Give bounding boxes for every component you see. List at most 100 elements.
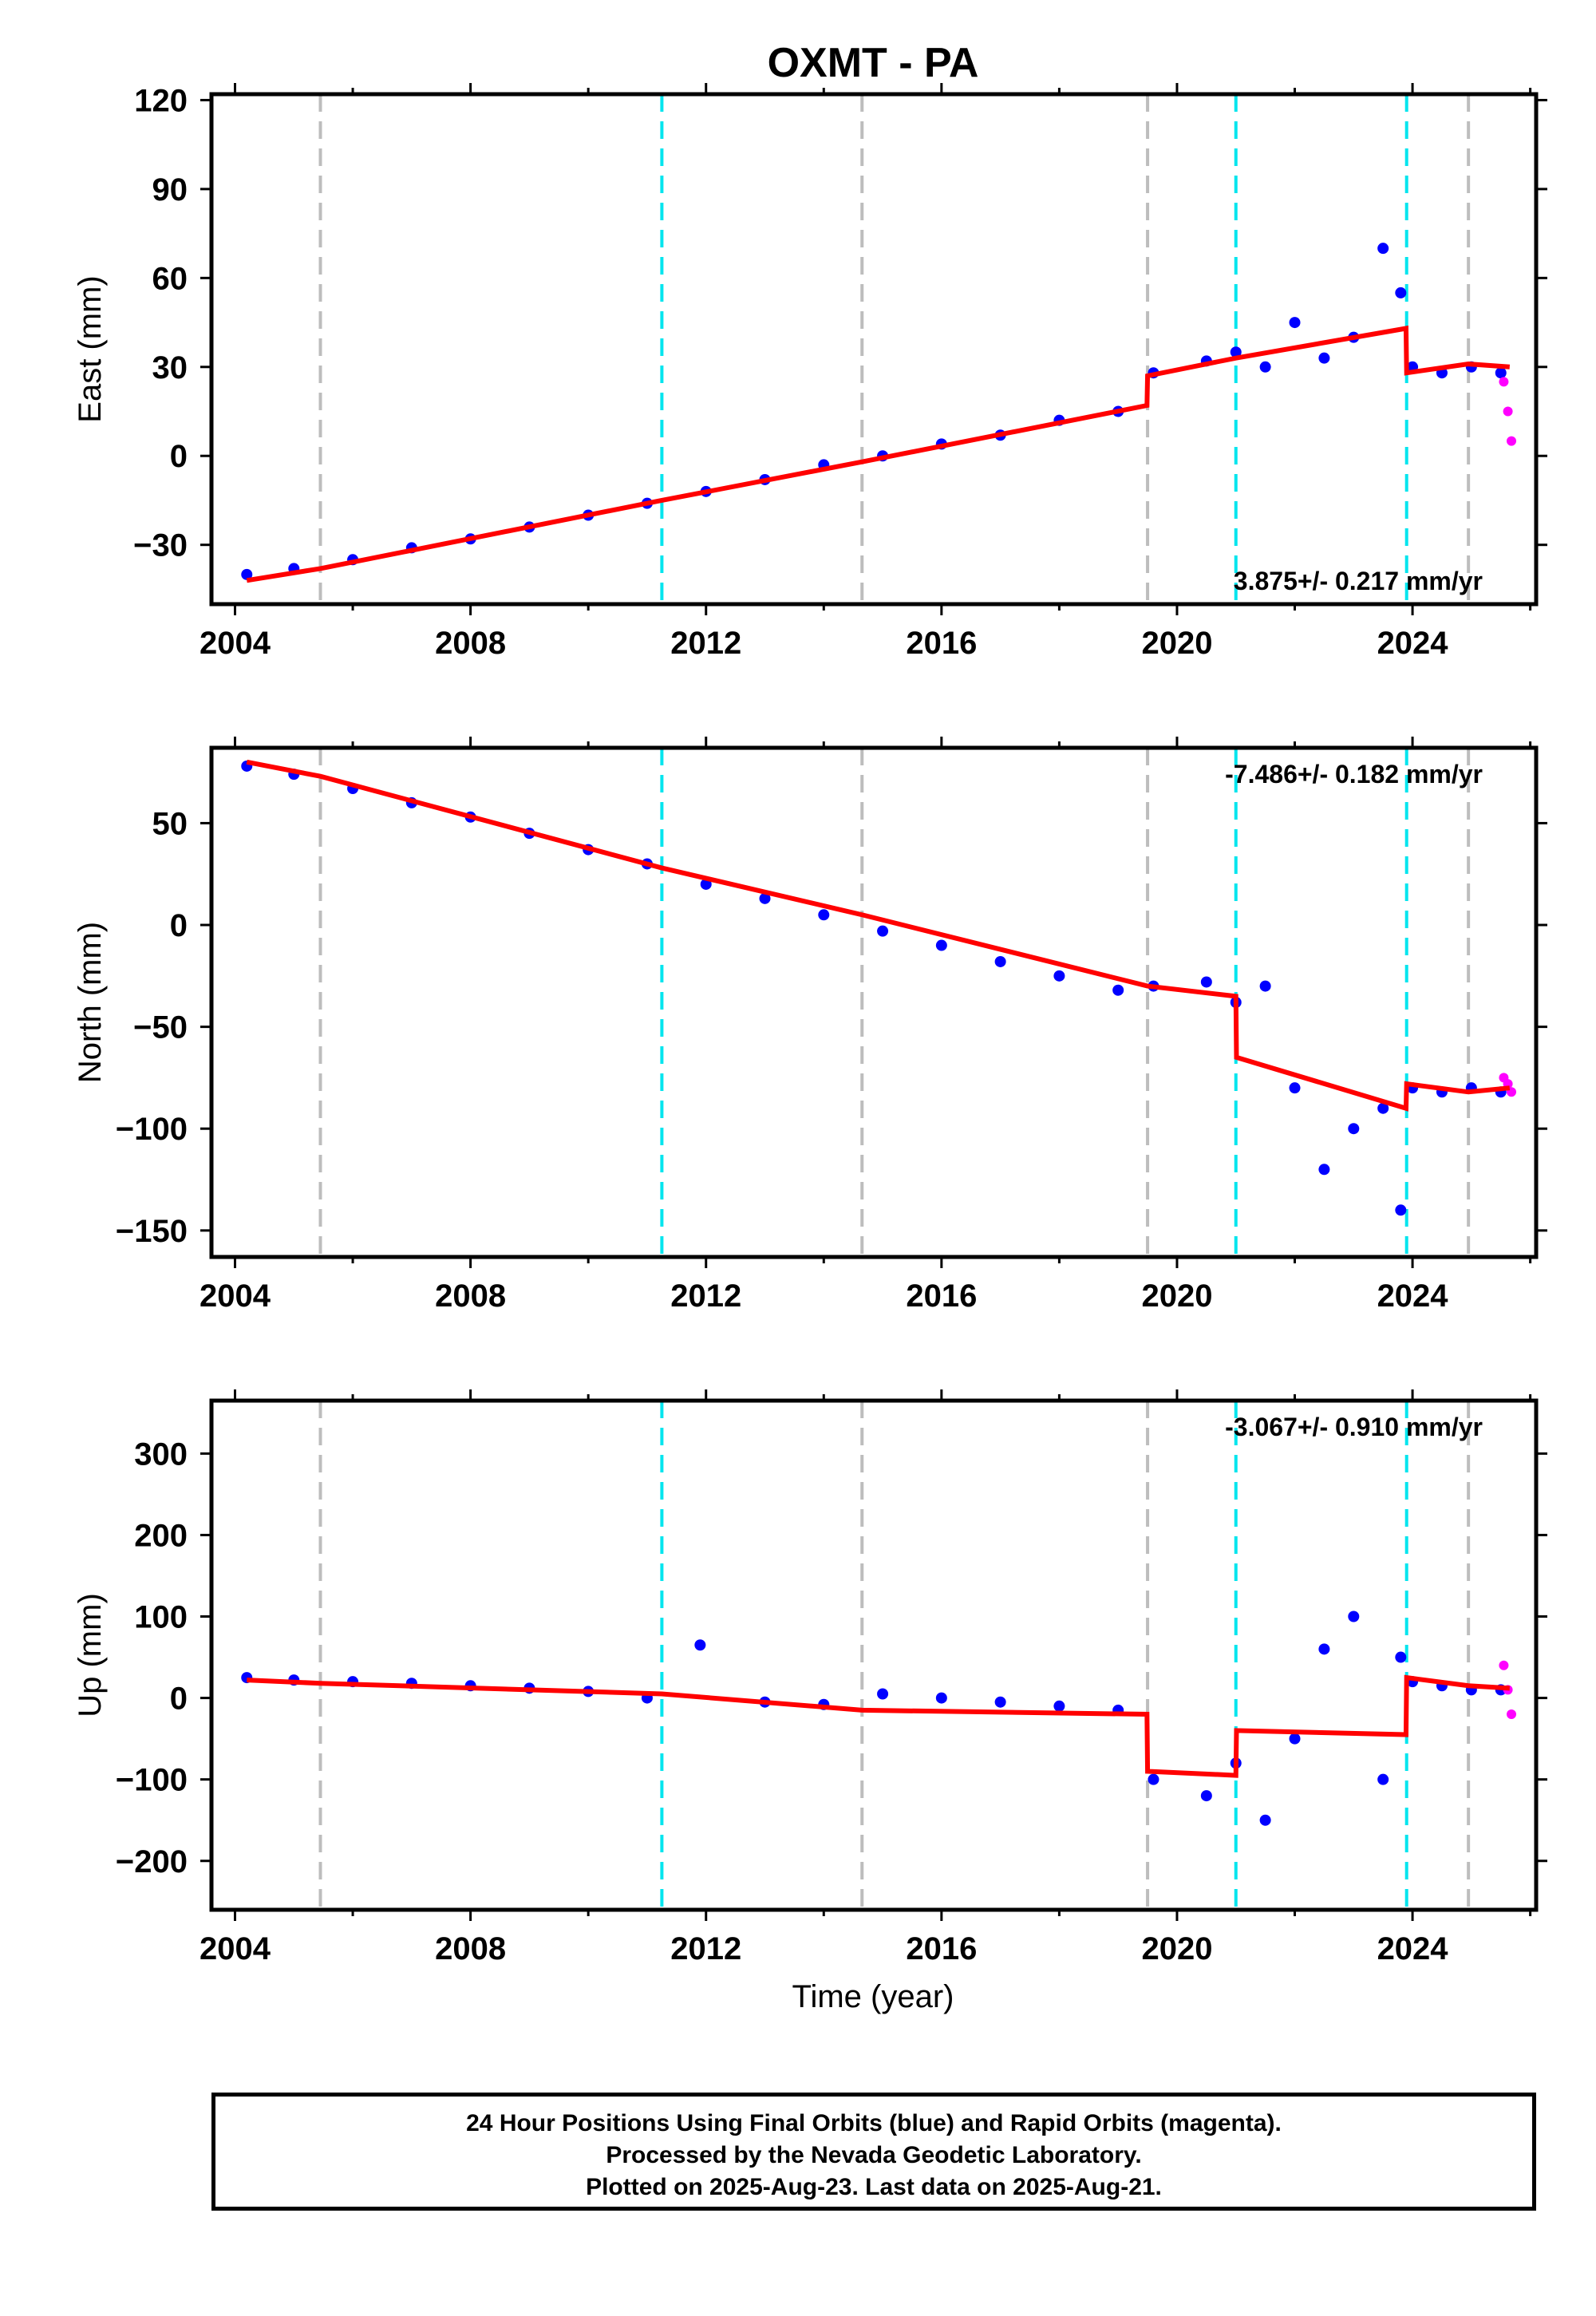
final-orbit-point [1395, 287, 1407, 298]
plot-area-east [241, 94, 1517, 604]
y-tick-label: 0 [170, 908, 188, 943]
x-tick-label: 2024 [1377, 626, 1449, 661]
final-orbit-point [1495, 367, 1507, 379]
x-tick-label: 2004 [200, 626, 271, 661]
model-fit-line [247, 1674, 1510, 1778]
footer-note-box: 24 Hour Positions Using Final Orbits (bl… [211, 2093, 1536, 2211]
final-orbit-point [1230, 346, 1242, 358]
x-tick-label: 2016 [906, 1279, 977, 1314]
x-tick-label: 2024 [1377, 1931, 1449, 1966]
y-tick-label: 100 [134, 1600, 188, 1635]
final-orbit-point [1053, 970, 1065, 982]
panel-north: 2004 2008 2012 2016 2020 2024 −150 −100 −50 0 50 No… [73, 737, 1547, 1314]
y-tick-label: −100 [116, 1112, 188, 1147]
rapid-orbit-point [1499, 377, 1509, 387]
x-tick-label: 2012 [670, 1279, 741, 1314]
y-tick-label: 120 [134, 83, 188, 118]
rate-label: -3.067+/- 0.910 mm/yr [1225, 1413, 1483, 1441]
final-orbit-point [694, 1639, 706, 1651]
final-orbit-point [1112, 984, 1124, 996]
final-orbit-point [1318, 352, 1330, 364]
panel-up: 2004 2008 2012 2016 2020 2024 −200 −100 0 100 200 3… [73, 1389, 1547, 1966]
final-orbit-point [759, 892, 771, 904]
rate-label: 3.875+/- 0.217 mm/yr [1234, 567, 1483, 595]
final-orbit-point [1395, 1651, 1407, 1663]
y-tick-label: −30 [133, 528, 188, 563]
y-tick-label: 0 [170, 439, 188, 474]
x-tick-label: 2016 [906, 1931, 977, 1966]
final-orbit-point [1377, 1773, 1389, 1785]
x-tick-label: 2020 [1141, 1279, 1212, 1314]
model-fit-line [246, 759, 1511, 1112]
y-tick-label: 200 [134, 1518, 188, 1553]
final-orbit-point [1395, 1204, 1407, 1216]
rapid-orbit-point [1507, 1709, 1517, 1720]
plot-area-north [241, 748, 1517, 1257]
rapid-orbit-point [1503, 406, 1513, 417]
plot-area-up [241, 1401, 1517, 1910]
y-tick-label: 30 [152, 350, 188, 385]
model-fit-line [246, 325, 1511, 583]
x-axis-label: Time (year) [792, 1979, 954, 2014]
final-orbit-point [241, 568, 253, 580]
final-orbit-point [818, 909, 830, 921]
final-orbit-point [1318, 1164, 1330, 1176]
x-tick-label: 2012 [670, 626, 741, 661]
x-tick-label: 2020 [1141, 1931, 1212, 1966]
y-tick-label: 50 [152, 806, 188, 841]
y-tick-label: 90 [152, 172, 188, 207]
y-tick-label: −150 [116, 1214, 188, 1249]
final-orbit-point [1289, 317, 1301, 329]
panel-frame [209, 1398, 1539, 1912]
final-orbit-point [935, 939, 947, 951]
footer-line-1: 24 Hour Positions Using Final Orbits (bl… [466, 2110, 1282, 2136]
y-tick-label: 60 [152, 261, 188, 296]
x-tick-label: 2008 [435, 1279, 506, 1314]
final-orbit-point [1200, 976, 1212, 988]
footer-line-2: Processed by the Nevada Geodetic Laborat… [606, 2142, 1142, 2168]
x-tick-label: 2008 [435, 1931, 506, 1966]
final-orbit-point [1053, 1700, 1065, 1712]
final-orbit-point [935, 1692, 947, 1704]
final-orbit-point [1318, 1643, 1330, 1655]
final-orbit-point [1259, 361, 1271, 373]
footer-line-3: Plotted on 2025-Aug-23. Last data on 202… [586, 2174, 1162, 2200]
final-orbit-point [1148, 1773, 1159, 1785]
x-tick-label: 2016 [906, 626, 977, 661]
final-orbit-point [1377, 243, 1389, 255]
panel-frame [209, 745, 1539, 1259]
rapid-orbit-point [1507, 436, 1517, 446]
final-orbit-point [1259, 1814, 1271, 1826]
y-tick-label: −100 [116, 1763, 188, 1798]
x-tick-label: 2024 [1377, 1279, 1449, 1314]
y-tick-label: 0 [170, 1682, 188, 1717]
final-orbit-point [994, 955, 1006, 967]
panel-east: 2004 2008 2012 2016 2020 2024 −30 0 30 60 90 120 Eas… [73, 83, 1547, 661]
final-orbit-point [700, 878, 712, 890]
y-tick-label: −200 [116, 1844, 188, 1879]
x-tick-label: 2012 [670, 1931, 741, 1966]
panel-frame [209, 92, 1539, 607]
final-orbit-point [1377, 1102, 1389, 1114]
final-orbit-point [877, 1688, 889, 1700]
y-axis-label: East (mm) [73, 275, 108, 422]
y-tick-label: 300 [134, 1437, 188, 1472]
x-tick-label: 2004 [200, 1279, 271, 1314]
y-axis-label: Up (mm) [73, 1593, 108, 1717]
rapid-orbit-point [1499, 1660, 1509, 1670]
final-orbit-point [1200, 1790, 1212, 1802]
final-orbit-point [1289, 1733, 1301, 1745]
final-orbit-point [877, 925, 889, 937]
x-tick-label: 2020 [1141, 626, 1212, 661]
final-orbit-point [1348, 1123, 1360, 1135]
y-tick-label: −50 [133, 1010, 188, 1045]
x-tick-label: 2004 [200, 1931, 271, 1966]
chart-panels: 2004 2008 2012 2016 2020 2024 −30 0 30 60 90 120 Eas… [73, 83, 1547, 1966]
final-orbit-point [994, 1696, 1006, 1708]
final-orbit-point [1289, 1082, 1301, 1094]
x-tick-label: 2008 [435, 626, 506, 661]
rate-label: -7.486+/- 0.182 mm/yr [1225, 760, 1483, 788]
final-orbit-point [1259, 980, 1271, 992]
y-axis-label: North (mm) [73, 922, 108, 1083]
